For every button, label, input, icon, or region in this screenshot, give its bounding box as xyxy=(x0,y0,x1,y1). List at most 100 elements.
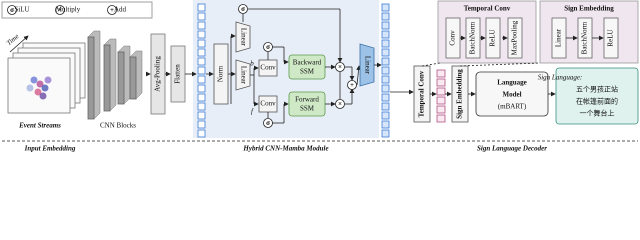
operator-symbol: σ xyxy=(266,43,270,51)
connector xyxy=(459,62,541,67)
layer-box xyxy=(507,17,523,59)
label: Sign Embedding xyxy=(564,5,614,13)
label: Linear xyxy=(363,56,371,75)
output-square xyxy=(381,57,390,66)
label: SSM xyxy=(300,105,315,113)
label: Linear xyxy=(239,66,247,85)
label: (mBART) xyxy=(498,103,527,111)
legend-label: SiLU xyxy=(14,6,29,14)
label: b xyxy=(250,60,254,68)
operator-symbol: + xyxy=(350,81,354,89)
token-square xyxy=(197,102,206,111)
label: BatchNorm xyxy=(581,21,589,54)
token-square xyxy=(197,30,206,39)
feature-square xyxy=(436,78,446,87)
section-label: Input Embedding xyxy=(24,145,76,153)
event-label: Event Streams xyxy=(18,122,61,130)
output-square xyxy=(381,66,390,75)
token-square xyxy=(197,3,206,12)
label: Model xyxy=(502,91,521,99)
token-square xyxy=(197,21,206,30)
layer-box xyxy=(603,17,619,59)
token-square xyxy=(197,48,206,57)
label: Temporal Conv xyxy=(418,70,426,117)
label: Linear xyxy=(555,28,563,47)
label: f xyxy=(251,108,254,116)
token-square xyxy=(197,129,206,138)
linear-top xyxy=(235,21,251,53)
legend-label: Multiply xyxy=(56,6,81,14)
label: Avg-Pooling xyxy=(154,56,162,92)
output-square xyxy=(381,120,390,129)
feature-square xyxy=(436,114,446,123)
output-square xyxy=(381,102,390,111)
feature-square xyxy=(436,105,446,114)
token-square xyxy=(197,111,206,120)
output-square xyxy=(381,3,390,12)
operator-symbol: σ xyxy=(266,119,270,127)
label: Forward xyxy=(295,96,319,104)
connector xyxy=(421,62,441,67)
label: Flatten xyxy=(174,64,182,84)
output-square xyxy=(381,12,390,21)
token-square xyxy=(197,12,206,21)
cnn-block-face xyxy=(103,44,111,112)
label: ReLU xyxy=(489,29,497,46)
cnn-label: CNN Blocks xyxy=(100,122,136,130)
output-square xyxy=(381,39,390,48)
output-square xyxy=(381,111,390,120)
output-line: 五个男孩正站 xyxy=(576,85,618,94)
output-square xyxy=(381,84,390,93)
operator xyxy=(347,80,357,90)
feature-square xyxy=(436,96,446,105)
label: Sign Language: xyxy=(538,74,583,82)
label: SSM xyxy=(300,68,315,76)
token-square xyxy=(197,120,206,129)
operator xyxy=(55,5,65,15)
legend-label: Add xyxy=(114,6,127,14)
label: Temporal Conv xyxy=(464,5,511,13)
feature-square xyxy=(436,87,446,96)
section-label: Sign Language Decoder xyxy=(477,145,547,153)
token-square xyxy=(197,93,206,102)
cnn-block-face xyxy=(129,56,137,100)
output-square xyxy=(381,30,390,39)
layer-box xyxy=(485,17,501,59)
output-box xyxy=(555,67,639,125)
label: Norm xyxy=(217,65,225,82)
operator-symbol: σ xyxy=(241,5,245,13)
output-square xyxy=(381,21,390,30)
operator-symbol: × xyxy=(338,100,342,108)
output-square xyxy=(381,129,390,138)
token-square xyxy=(197,57,206,66)
event-blob xyxy=(39,92,47,100)
label: Conv xyxy=(260,100,276,108)
output-line: 在帐篷前面的 xyxy=(576,97,618,106)
token-square xyxy=(197,66,206,75)
event-blob xyxy=(34,88,42,96)
label: BatchNorm xyxy=(469,21,477,54)
output-square xyxy=(381,48,390,57)
label: Conv xyxy=(260,64,276,72)
event-blob xyxy=(44,76,52,84)
arrow xyxy=(9,35,29,53)
operator xyxy=(107,5,117,15)
operator xyxy=(335,62,345,72)
operator-symbol: × xyxy=(338,63,342,71)
operator xyxy=(7,5,17,15)
operator xyxy=(335,99,345,109)
cnn-block-face xyxy=(87,36,95,120)
operator xyxy=(238,4,248,14)
label: Language xyxy=(497,79,527,87)
event-blob xyxy=(36,80,44,88)
feature-square xyxy=(436,69,446,78)
token-square xyxy=(197,84,206,93)
event-blob xyxy=(26,84,34,92)
operator-symbol: + xyxy=(110,6,114,14)
label: Linear xyxy=(239,28,247,47)
operator-symbol: × xyxy=(58,6,62,14)
label: Sign Embedding xyxy=(456,69,464,119)
label: Conv xyxy=(449,30,457,46)
event-blob xyxy=(41,84,49,92)
